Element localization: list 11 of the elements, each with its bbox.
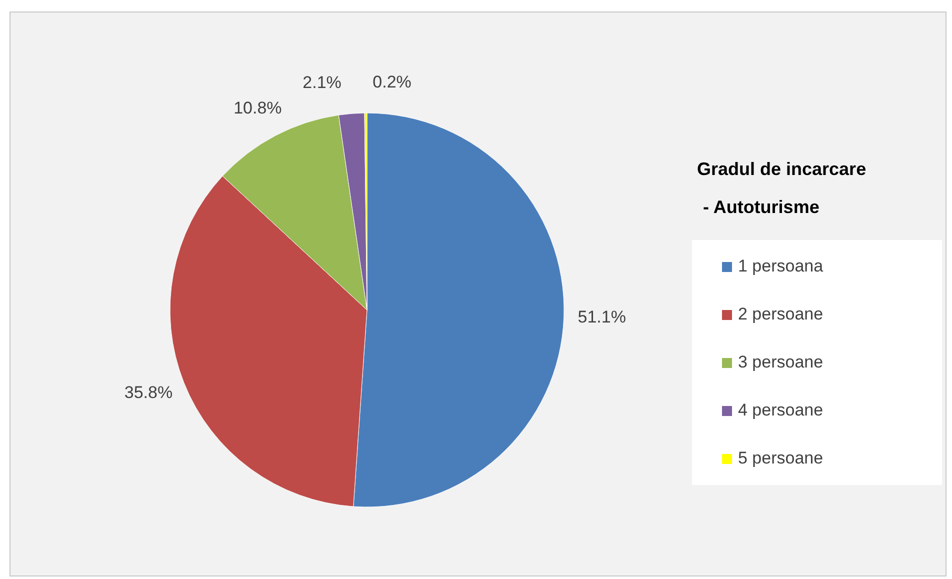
data-label: 35.8% [124,383,173,402]
legend-label: 3 persoane [738,352,824,372]
legend-label: 2 persoane [738,304,824,324]
data-label: 0.2% [372,72,412,92]
legend-label: 1 persoana [738,256,824,276]
legend-title: Gradul de incarcare - Autoturisme [697,159,866,217]
legend-label: 4 persoane [738,400,824,420]
data-label: 10.8% [234,98,282,118]
data-label: 51.1% [578,307,626,326]
data-label: 2.1% [302,73,342,92]
legend-label: 5 persoane [738,448,824,468]
